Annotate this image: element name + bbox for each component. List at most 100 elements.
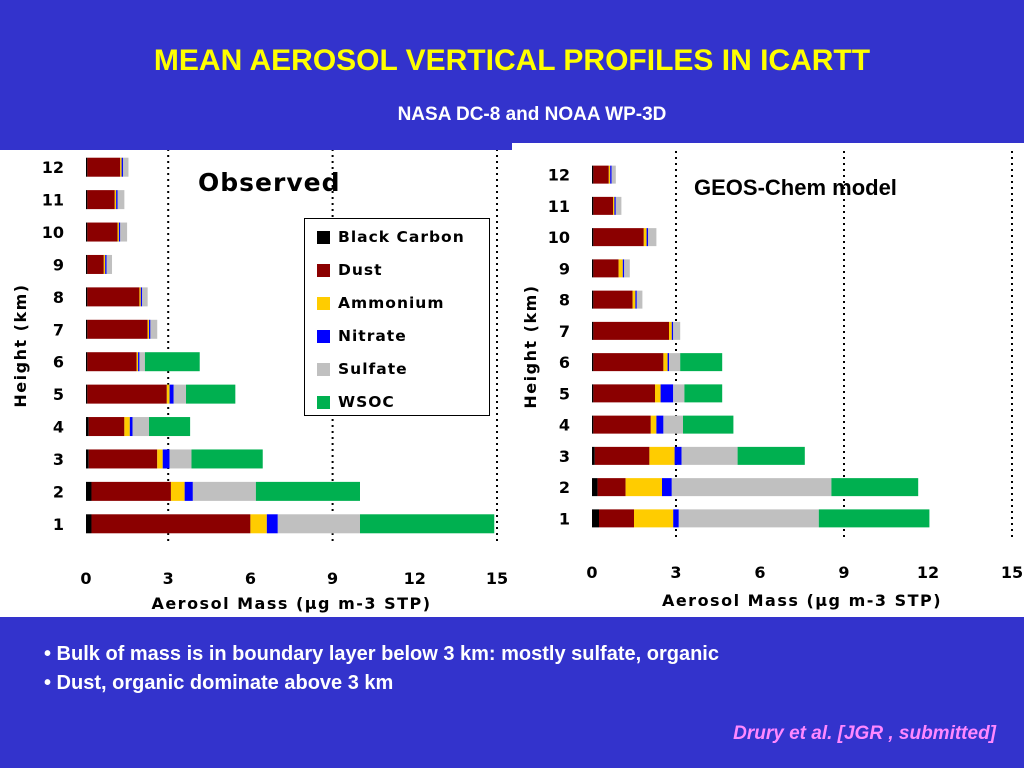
bar-segment-nitrate — [662, 478, 672, 497]
bar-segment-dust — [593, 415, 651, 434]
bullet-item: • Dust, organic dominate above 3 km — [44, 672, 394, 694]
chart-legend: Black Carbon Dust Ammonium Nitrate Sulfa… — [304, 218, 490, 416]
bar-segment-sulfate — [611, 165, 616, 184]
bar-segment-sulfate — [681, 446, 738, 465]
bar-segment-black-carbon — [592, 478, 598, 497]
bar-segment-sulfate — [192, 481, 256, 501]
bar-segment-sulfate — [106, 254, 113, 274]
bar-segment-ammonium — [618, 259, 623, 278]
bar-segment-wsoc — [360, 514, 495, 534]
bar-segment-ammonium — [634, 509, 674, 528]
bar-segment-nitrate — [138, 352, 140, 372]
y-tick-label: 3 — [559, 447, 570, 466]
y-tick-label: 2 — [559, 478, 570, 497]
bar-segment-dust — [593, 353, 664, 372]
y-tick-label: 5 — [53, 385, 64, 404]
bar-segment-ammonium — [649, 446, 675, 465]
y-tick-label: 8 — [559, 291, 570, 310]
bar-segment-dust — [87, 222, 118, 242]
bar-segment-black-carbon — [86, 287, 88, 307]
x-tick-label: 6 — [245, 569, 256, 588]
bar-segment-wsoc — [831, 478, 919, 497]
bar-segment-sulfate — [150, 319, 158, 339]
bar-segment-dust — [87, 352, 137, 372]
x-axis-label: Aerosol Mass (µg m-3 STP) — [662, 591, 942, 610]
x-tick-label: 15 — [1001, 563, 1023, 582]
bar-segment-black-carbon — [86, 319, 88, 339]
x-tick-label: 9 — [838, 563, 849, 582]
bar-segment-black-carbon — [86, 417, 89, 437]
y-tick-label: 11 — [42, 191, 64, 210]
bar-segment-wsoc — [144, 352, 200, 372]
citation: Drury et al. [JGR , submitted] — [733, 723, 996, 744]
x-tick-label: 3 — [670, 563, 681, 582]
bar-segment-black-carbon — [86, 254, 88, 274]
bar-segment-nitrate — [116, 190, 118, 210]
bar-segment-nitrate — [614, 196, 616, 215]
bar-segment-nitrate — [622, 259, 625, 278]
bar-segment-ammonium — [117, 222, 119, 242]
bar-segment-ammonium — [157, 449, 163, 469]
bar-segment-dust — [593, 228, 644, 247]
bar-segment-black-carbon — [592, 415, 594, 434]
bar-segment-nitrate — [184, 481, 193, 501]
y-tick-label: 1 — [559, 509, 570, 528]
bar-segment-sulfate — [673, 321, 681, 340]
legend-item-black-carbon: Black Carbon — [317, 227, 465, 247]
legend-label-ammonium: Ammonium — [338, 294, 445, 312]
bar-segment-sulfate — [624, 259, 630, 278]
bar-segment-nitrate — [671, 321, 674, 340]
bar-segment-sulfate — [132, 417, 150, 437]
bar-segment-dust — [87, 384, 167, 404]
bar-segment-nitrate — [129, 417, 133, 437]
bar-segment-black-carbon — [592, 196, 594, 215]
legend-label-wsoc: WSOC — [338, 393, 395, 411]
legend-item-sulfate: Sulfate — [317, 359, 408, 379]
bar-segment-black-carbon — [592, 165, 594, 184]
bar-segment-nitrate — [635, 290, 637, 309]
bar-segment-sulfate — [277, 514, 360, 534]
bar-segment-sulfate — [663, 415, 683, 434]
y-tick-label: 12 — [42, 158, 64, 177]
bar-segment-wsoc — [191, 449, 263, 469]
x-tick-label: 12 — [404, 569, 426, 588]
y-tick-label: 9 — [559, 259, 570, 278]
bar-segment-dust — [593, 196, 613, 215]
bar-segment-dust — [88, 417, 125, 437]
x-tick-label: 3 — [163, 569, 174, 588]
y-tick-label: 6 — [559, 353, 570, 372]
observed-chart-panel: 1 2 3 4 5 6 7 8 9 10 11 12 0 3 6 9 12 15 Aerosol Mass (µg … — [0, 150, 512, 617]
legend-swatch-nitrate — [317, 329, 330, 343]
bar-segment-black-carbon — [86, 449, 89, 469]
bar-segment-wsoc — [737, 446, 805, 465]
y-tick-label: 1 — [53, 515, 64, 534]
bar-segment-nitrate — [105, 254, 107, 274]
legend-swatch-black-carbon — [317, 230, 330, 244]
bar-segment-ammonium — [114, 190, 117, 210]
bar-segment-ammonium — [625, 478, 662, 497]
y-axis-label: Height (km) — [521, 284, 540, 408]
legend-label-nitrate: Nitrate — [338, 327, 407, 345]
bar-segment-black-carbon — [592, 353, 594, 372]
bar-segment-sulfate — [120, 222, 128, 242]
bar-segment-nitrate — [140, 287, 143, 307]
y-tick-label: 12 — [548, 166, 570, 185]
bar-segment-ammonium — [613, 196, 615, 215]
bar-segment-sulfate — [117, 190, 125, 210]
bar-segment-ammonium — [608, 165, 611, 184]
legend-swatch-wsoc — [317, 395, 330, 409]
y-tick-label: 7 — [559, 322, 570, 341]
bar-segment-ammonium — [139, 287, 141, 307]
bar-segment-nitrate — [121, 157, 123, 177]
bar-segment-sulfate — [671, 478, 832, 497]
bar-segment-sulfate — [169, 449, 192, 469]
bar-segment-sulfate — [122, 157, 129, 177]
bar-segment-black-carbon — [86, 384, 88, 404]
bar-segment-dust — [594, 446, 650, 465]
bar-segment-black-carbon — [592, 321, 594, 340]
bar-segment-dust — [593, 321, 669, 340]
bar-segment-nitrate — [673, 509, 679, 528]
y-tick-label: 10 — [42, 223, 64, 242]
